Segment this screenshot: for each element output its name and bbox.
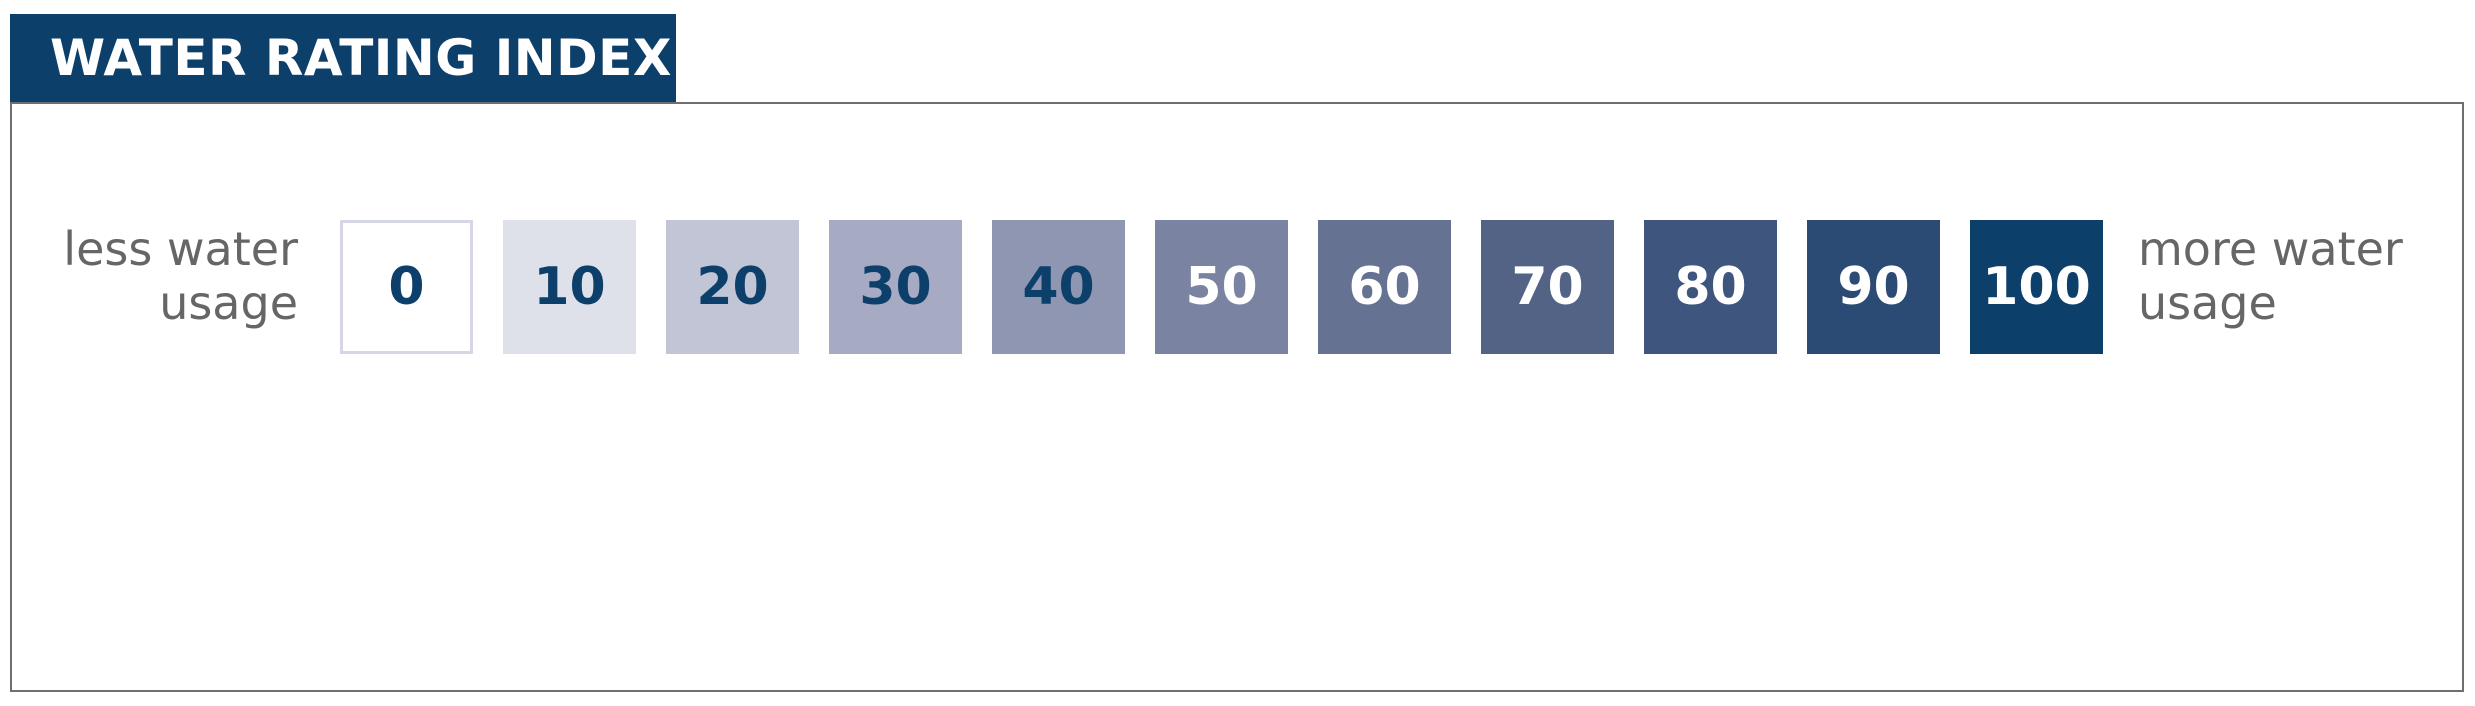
scale-cell-10: 10 [503,220,636,354]
scale-cell-100: 100 [1970,220,2103,354]
scale-cell-90: 90 [1807,220,1940,354]
more-water-usage-label: more water usage [2138,222,2403,330]
scale-cell-30: 30 [829,220,962,354]
scale-cell-50: 50 [1155,220,1288,354]
more-water-label-line2: usage [2138,276,2277,330]
less-water-label-line1: less water [63,222,298,276]
scale-panel [10,102,2464,692]
less-water-usage-label: less water usage [63,222,298,330]
scale-cell-70: 70 [1481,220,1614,354]
less-water-label-line2: usage [159,276,298,330]
scale-cell-40: 40 [992,220,1125,354]
scale-cell-60: 60 [1318,220,1451,354]
scale-cell-80: 80 [1644,220,1777,354]
more-water-label-line1: more water [2138,222,2403,276]
scale-cell-20: 20 [666,220,799,354]
scale-cell-0: 0 [340,220,473,354]
header-title: WATER RATING INDEX [10,14,676,102]
